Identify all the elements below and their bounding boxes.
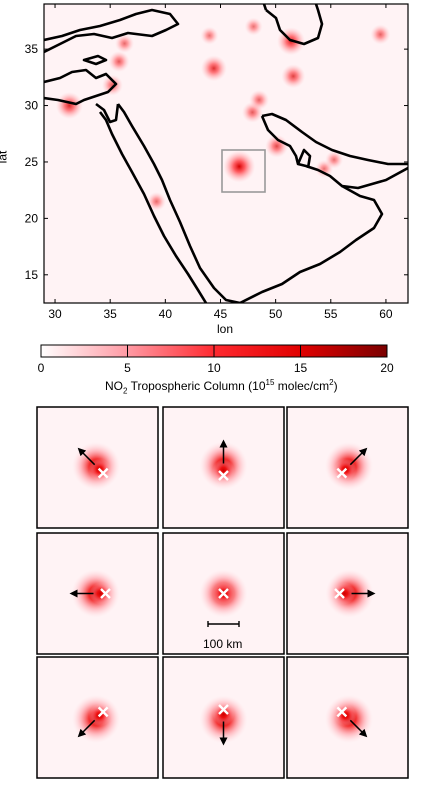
hotspot-8 bbox=[265, 134, 289, 158]
plume-panel-calm bbox=[162, 532, 285, 655]
source-marker bbox=[336, 706, 348, 718]
map-ytick-label: 30 bbox=[25, 99, 39, 113]
plume-panel-southeast bbox=[286, 656, 409, 779]
source-marker bbox=[100, 588, 111, 599]
source-marker bbox=[97, 467, 109, 479]
map-xtick-label: 50 bbox=[269, 307, 283, 321]
panel-frame bbox=[36, 532, 159, 655]
coastline-caspian-west bbox=[262, 4, 268, 11]
plume-panel-northwest bbox=[36, 406, 159, 529]
map-ytick-label: 25 bbox=[25, 155, 39, 169]
plume-core bbox=[333, 582, 356, 605]
source-marker bbox=[336, 467, 348, 479]
map-frame bbox=[43, 3, 409, 304]
colorbar-tick-label: 5 bbox=[124, 361, 131, 375]
map-ylabel: lat bbox=[0, 150, 10, 164]
map-ytick-label: 15 bbox=[25, 268, 39, 282]
hotspot-12 bbox=[370, 24, 391, 45]
wind-arrow bbox=[77, 719, 96, 738]
coastline-red-sea-east bbox=[116, 103, 241, 303]
hotspot-0 bbox=[223, 150, 256, 183]
map-x-axis: 30 35 40 45 50 55 60 bbox=[48, 4, 393, 321]
plume-panel-southwest bbox=[36, 656, 159, 779]
highlight-box bbox=[221, 149, 266, 193]
source-marker bbox=[334, 588, 345, 599]
hotspot-3 bbox=[108, 51, 130, 73]
plume-grid bbox=[36, 406, 409, 779]
hotspot-5 bbox=[200, 55, 227, 82]
wind-arrow bbox=[349, 719, 368, 738]
source-marker bbox=[218, 470, 229, 481]
panel-frame bbox=[162, 406, 285, 529]
hotspot-11 bbox=[147, 191, 167, 211]
colorbar: 0 5 10 15 20 bbox=[38, 344, 394, 375]
colorbar-tick-label: 10 bbox=[207, 361, 221, 375]
map-xtick-label: 40 bbox=[159, 307, 173, 321]
panel-frame bbox=[286, 532, 409, 655]
map-xtick-label: 35 bbox=[104, 307, 118, 321]
coastline-layer bbox=[44, 4, 408, 303]
coastline-black-sea bbox=[44, 8, 180, 54]
plume-core bbox=[89, 582, 112, 605]
map-xtick-label: 55 bbox=[324, 307, 338, 321]
hotspot-14 bbox=[325, 150, 344, 169]
map-xtick-label: 45 bbox=[214, 307, 228, 321]
colorbar-tick-label: 15 bbox=[294, 361, 308, 375]
colorbar-tick-label: 20 bbox=[380, 361, 394, 375]
panel-frame bbox=[286, 656, 409, 779]
panel-frame bbox=[36, 406, 159, 529]
hotspot-2 bbox=[101, 74, 123, 96]
map-xtick-label: 30 bbox=[48, 307, 62, 321]
source-marker bbox=[218, 704, 229, 715]
source-marker bbox=[218, 588, 229, 599]
hotspot-16 bbox=[200, 26, 219, 45]
panel-frame bbox=[36, 656, 159, 779]
hotspot-4 bbox=[115, 33, 135, 53]
plume-panel-south bbox=[162, 656, 285, 779]
colorbar-ticks: 0 5 10 15 20 bbox=[38, 345, 394, 375]
coastline-iran bbox=[261, 112, 408, 166]
colorbar-label: NO2 Tropospheric Column (1015 molec/cm2) bbox=[105, 378, 338, 396]
plume-panel-west bbox=[36, 532, 159, 655]
hotspot-1 bbox=[55, 92, 83, 120]
map-panel: 30 35 40 45 50 55 60 15 20 25 30 35 bbox=[25, 3, 409, 321]
coastline-cyprus bbox=[82, 54, 108, 66]
panel-frame bbox=[286, 406, 409, 529]
wind-arrow bbox=[349, 447, 368, 466]
map-background bbox=[44, 4, 408, 303]
map-ytick-label: 20 bbox=[25, 211, 39, 225]
map-y-axis: 15 20 25 30 35 bbox=[25, 42, 408, 282]
coastline-persian-gulf bbox=[260, 115, 408, 190]
panel-frame bbox=[162, 656, 285, 779]
plume-core bbox=[212, 703, 235, 726]
hotspot-7 bbox=[281, 64, 306, 89]
map-ytick-label: 35 bbox=[25, 42, 39, 56]
colorbar-tick-label: 0 bbox=[38, 361, 45, 375]
map-xlabel: lon bbox=[217, 322, 234, 336]
hotspot-10 bbox=[249, 89, 270, 110]
source-marker bbox=[97, 706, 109, 718]
coastline-mediterranean bbox=[44, 68, 118, 106]
coastline-red-sea-west bbox=[98, 111, 208, 303]
plume-panel-east bbox=[286, 532, 409, 655]
coastline-oman bbox=[239, 184, 384, 303]
plume-panel-northeast bbox=[286, 406, 409, 529]
coastline-caspian bbox=[265, 4, 324, 46]
map-xtick-label: 60 bbox=[379, 307, 393, 321]
hotspot-15 bbox=[244, 17, 263, 36]
plume-panel-north bbox=[162, 406, 285, 529]
panel-frame bbox=[162, 532, 285, 655]
scale-bar-label: 100 km bbox=[203, 637, 243, 651]
plume-core bbox=[212, 459, 235, 482]
coastline-qatar bbox=[296, 148, 312, 169]
wind-arrow bbox=[77, 447, 96, 466]
coastline-sinai bbox=[95, 102, 120, 124]
